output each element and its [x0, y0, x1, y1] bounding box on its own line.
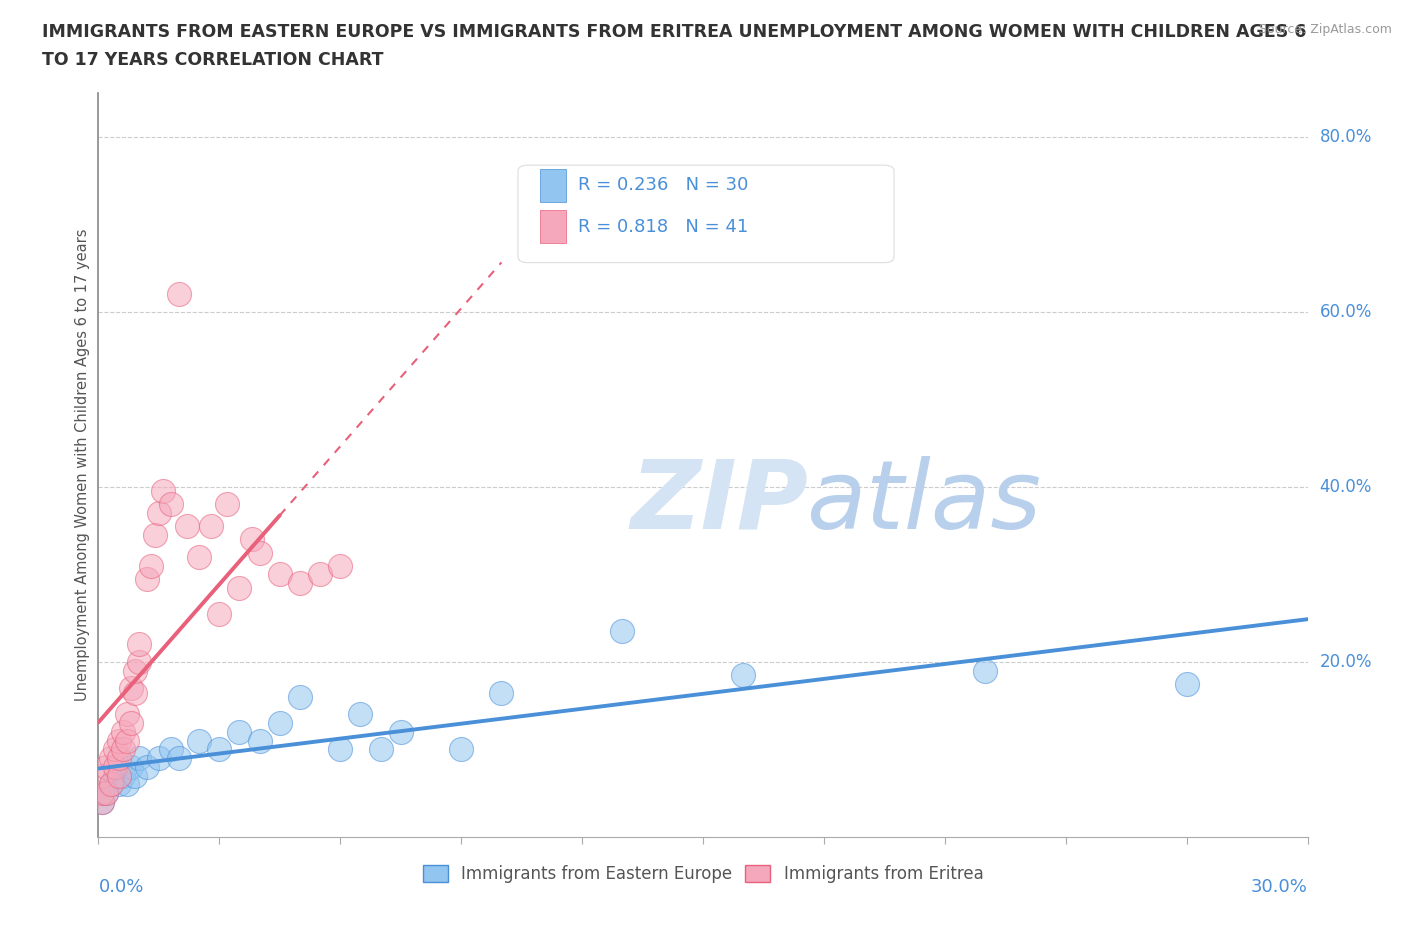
Point [96, 760, 118, 775]
Y-axis label: Unemployment Among Women with Children Ages 6 to 17 years: Unemployment Among Women with Children A… [75, 229, 90, 701]
Point [115, 733, 138, 748]
Point [91, 794, 114, 809]
Text: R = 0.236   N = 30: R = 0.236 N = 30 [578, 176, 749, 193]
Point [167, 286, 190, 301]
Text: ZIP: ZIP [630, 456, 808, 549]
Text: 0.0%: 0.0% [98, 878, 143, 896]
Point [249, 733, 271, 748]
Text: IMMIGRANTS FROM EASTERN EUROPE VS IMMIGRANTS FROM ERITREA UNEMPLOYMENT AMONG WOM: IMMIGRANTS FROM EASTERN EUROPE VS IMMIGR… [42, 23, 1306, 41]
Point [176, 519, 198, 534]
Bar [540, 210, 567, 244]
Bar [540, 169, 567, 203]
Text: R = 0.818   N = 41: R = 0.818 N = 41 [578, 218, 749, 236]
Point [450, 742, 472, 757]
Text: 20.0%: 20.0% [1320, 653, 1372, 671]
Point [115, 777, 138, 792]
Point [240, 532, 263, 547]
Point [208, 742, 231, 757]
Point [124, 663, 146, 678]
Point [103, 742, 125, 757]
Point [107, 777, 129, 792]
Point [124, 685, 146, 700]
Point [269, 567, 291, 582]
Point [120, 760, 142, 775]
Point [329, 742, 352, 757]
Point [111, 724, 134, 739]
Text: 30.0%: 30.0% [1251, 878, 1308, 896]
Point [269, 716, 291, 731]
Point [148, 751, 170, 765]
Point [128, 751, 150, 765]
Point [135, 760, 157, 775]
Text: 80.0%: 80.0% [1320, 127, 1372, 146]
Point [100, 751, 122, 765]
Point [1175, 676, 1198, 691]
Text: 40.0%: 40.0% [1320, 478, 1372, 496]
Point [188, 733, 211, 748]
Point [111, 742, 134, 757]
Text: Source: ZipAtlas.com: Source: ZipAtlas.com [1258, 23, 1392, 36]
Point [100, 777, 122, 792]
Point [143, 527, 166, 542]
Point [135, 571, 157, 586]
Point [115, 707, 138, 722]
Point [107, 751, 129, 765]
Point [111, 768, 134, 783]
Point [120, 681, 142, 696]
Point [228, 580, 250, 595]
Point [91, 768, 114, 783]
Point [329, 558, 352, 573]
Point [208, 606, 231, 621]
Point [228, 724, 250, 739]
Legend: Immigrants from Eastern Europe, Immigrants from Eritrea: Immigrants from Eastern Europe, Immigran… [416, 858, 990, 890]
Point [107, 768, 129, 783]
Text: 60.0%: 60.0% [1320, 303, 1372, 321]
Text: atlas: atlas [806, 456, 1040, 549]
Point [103, 768, 125, 783]
Point [188, 550, 211, 565]
Point [389, 724, 412, 739]
Point [200, 519, 222, 534]
Point [96, 786, 118, 801]
Point [91, 794, 114, 809]
Point [160, 497, 183, 512]
Point [309, 567, 332, 582]
Point [103, 760, 125, 775]
Point [148, 506, 170, 521]
Point [152, 484, 174, 498]
Point [288, 576, 311, 591]
Point [124, 768, 146, 783]
Point [349, 707, 371, 722]
Point [217, 497, 239, 512]
Point [160, 742, 183, 757]
Point [974, 663, 997, 678]
Point [96, 786, 118, 801]
Point [100, 777, 122, 792]
Text: TO 17 YEARS CORRELATION CHART: TO 17 YEARS CORRELATION CHART [42, 51, 384, 69]
Point [120, 716, 142, 731]
FancyBboxPatch shape [517, 166, 894, 262]
Point [733, 668, 755, 683]
Point [128, 655, 150, 670]
Point [167, 751, 190, 765]
Point [139, 558, 162, 573]
Point [491, 685, 513, 700]
Point [370, 742, 392, 757]
Point [612, 624, 634, 639]
Point [249, 545, 271, 560]
Point [91, 786, 114, 801]
Point [107, 733, 129, 748]
Point [288, 689, 311, 704]
Point [128, 637, 150, 652]
